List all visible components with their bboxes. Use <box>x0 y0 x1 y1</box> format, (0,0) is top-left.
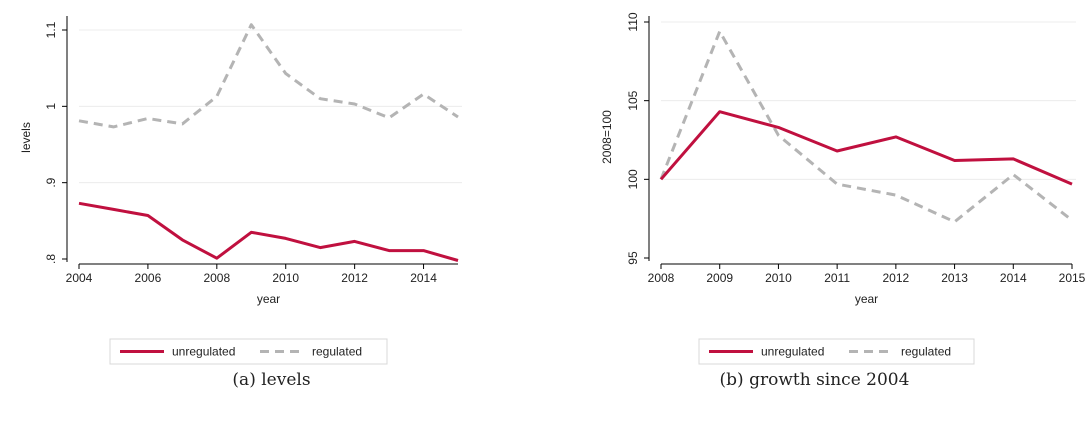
x-tick-label: 2012 <box>341 271 368 285</box>
caption-levels: (a) levels <box>232 370 311 390</box>
x-tick-label: 2012 <box>883 271 910 285</box>
y-tick-label: 100 <box>626 169 640 189</box>
x-tick-label: 2013 <box>941 271 968 285</box>
chart-levels: .8 .9 1 1.1 2004 2006 2008 2010 2012 2014 year leve… <box>19 16 462 365</box>
x-tick-label: 2014 <box>1000 271 1027 285</box>
caption-growth: (b) growth since 2004 <box>719 370 910 390</box>
series-line-unregulated <box>659 110 1073 186</box>
y-tick-label: .9 <box>44 177 58 187</box>
chart-panel-levels: .8 .9 1 1.1 2004 2006 2008 2010 2012 2014 year leve… <box>19 16 462 390</box>
x-tick-label: 2014 <box>410 271 437 285</box>
chart-panel-growth: 95 100 105 110 2008 2009 2010 2011 2012 2013 2014 2… <box>543 0 1086 421</box>
x-tick-label: 2015 <box>1059 271 1086 285</box>
x-tick-label: 2010 <box>272 271 299 285</box>
x-tick-label: 2010 <box>765 271 792 285</box>
y-tick-label: 1.1 <box>44 21 58 38</box>
legend-label-unregulated: unregulated <box>172 345 235 359</box>
y-axis-title: 2008=100 <box>600 110 614 164</box>
x-axis-title: year <box>257 292 280 306</box>
x-tick-label: 2008 <box>203 271 230 285</box>
x-axis-title: year <box>855 292 878 306</box>
series-line-regulated <box>659 29 1073 224</box>
x-tick-label: 2006 <box>135 271 162 285</box>
legend-label-regulated: regulated <box>901 345 951 359</box>
legend-label-unregulated: unregulated <box>761 345 824 359</box>
y-tick-label: 1 <box>44 103 58 110</box>
legend-label-regulated: regulated <box>312 345 362 359</box>
y-tick-label: .8 <box>44 254 58 264</box>
x-tick-label: 2011 <box>824 271 850 285</box>
y-tick-label: 105 <box>626 90 640 110</box>
y-tick-label: 110 <box>626 12 640 31</box>
series-line-regulated <box>78 23 459 129</box>
chart-growth: 95 100 105 110 2008 2009 2010 2011 2012 2013 2014 2… <box>600 12 1086 365</box>
y-axis-title: levels <box>19 122 33 153</box>
x-tick-label: 2009 <box>706 271 733 285</box>
x-tick-label: 2004 <box>66 271 93 285</box>
x-tick-label: 2008 <box>648 271 675 285</box>
y-tick-label: 95 <box>626 251 640 265</box>
series-line-unregulated <box>78 201 459 262</box>
